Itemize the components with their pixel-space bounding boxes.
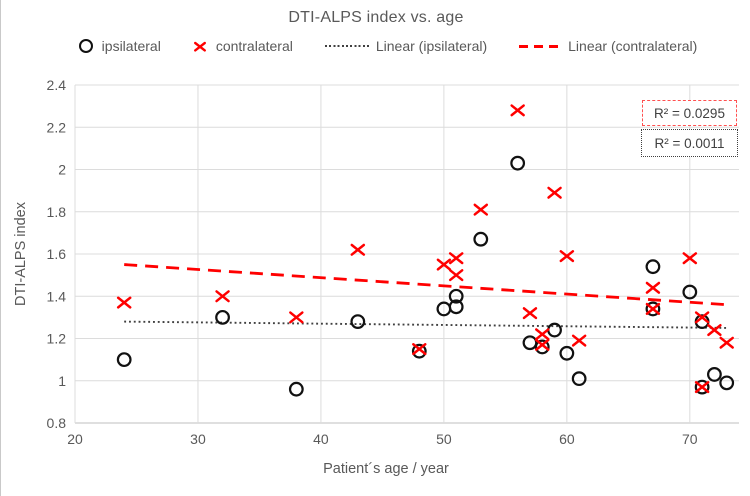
legend-item-linear-ipsilateral: Linear (ipsilateral) xyxy=(324,38,488,54)
x-marker-icon xyxy=(193,41,206,52)
contralateral-point xyxy=(559,250,575,263)
contralateral-point xyxy=(289,311,304,324)
y-tick-label: 2.4 xyxy=(47,77,67,93)
legend-label-contralateral: contralateral xyxy=(215,38,293,54)
y-axis-title: DTI-ALPS index xyxy=(13,202,29,306)
x-tick-label: 70 xyxy=(682,431,698,447)
contralateral-point xyxy=(535,338,550,351)
y-tick-label: 2.2 xyxy=(47,119,67,135)
ipsilateral-point xyxy=(473,231,489,247)
ipsilateral-point xyxy=(510,155,526,171)
contralateral-point xyxy=(571,334,587,347)
contralateral-point xyxy=(412,343,427,356)
ipsilateral-point xyxy=(411,343,427,359)
contralateral-point xyxy=(522,307,538,320)
legend-label-linear-ipsilateral: Linear (ipsilateral) xyxy=(375,38,488,54)
ipsilateral-point xyxy=(215,309,230,325)
trendline-ipsilateral xyxy=(124,320,727,329)
ipsilateral-point xyxy=(116,352,132,368)
chart-title: DTI-ALPS index vs. age xyxy=(288,9,464,26)
ipsilateral-point xyxy=(448,288,464,304)
ipsilateral-point xyxy=(559,345,575,361)
contralateral-point xyxy=(350,243,366,256)
y-tick-label: 1.8 xyxy=(47,204,67,220)
contralateral-point xyxy=(694,381,710,394)
y-tick-label: 2 xyxy=(58,162,66,178)
x-tick-label: 30 xyxy=(190,431,206,447)
contralateral-point xyxy=(436,258,452,271)
contralateral-point xyxy=(707,324,722,337)
x-tick-label: 40 xyxy=(313,431,329,447)
ipsilateral-point xyxy=(448,299,464,315)
legend-item-ipsilateral: ipsilateral xyxy=(78,38,161,54)
dotted-line-icon xyxy=(324,45,371,47)
ipsilateral-point xyxy=(694,379,710,395)
contralateral-point xyxy=(473,203,489,216)
ipsilateral-point xyxy=(350,314,366,330)
ipsilateral-point xyxy=(645,259,661,275)
y-tick-label: 1.2 xyxy=(47,331,67,347)
legend-item-contralateral: contralateral xyxy=(193,38,293,54)
contralateral-point xyxy=(694,311,710,324)
legend-item-linear-contralateral: Linear (contralateral) xyxy=(519,38,697,54)
ipsilateral-point xyxy=(534,339,550,355)
contralateral-point xyxy=(448,269,464,282)
y-tick-label: 1 xyxy=(58,373,66,389)
circle-marker-icon xyxy=(78,39,93,53)
legend: ipsilateral contralateral Linear (ipsila… xyxy=(1,38,750,54)
y-tick-label: 0.8 xyxy=(47,415,67,431)
trendline-contralateral xyxy=(124,263,727,307)
x-axis-title: Patient´s age / year xyxy=(323,461,449,477)
contralateral-point xyxy=(535,328,550,341)
r2-contralateral-label: R² = 0.0295 xyxy=(642,100,737,126)
dashed-line-icon xyxy=(519,44,560,48)
ipsilateral-point xyxy=(719,375,735,391)
ipsilateral-point xyxy=(571,371,587,387)
ipsilateral-point xyxy=(682,284,698,300)
contralateral-point xyxy=(547,186,562,199)
ipsilateral-point xyxy=(707,367,722,382)
ipsilateral-point xyxy=(288,381,304,397)
contralateral-point xyxy=(645,281,661,294)
ipsilateral-point xyxy=(645,301,661,317)
contralateral-point xyxy=(682,252,698,265)
ipsilateral-point xyxy=(547,322,562,338)
y-tick-label: 1.6 xyxy=(47,246,67,262)
x-tick-label: 60 xyxy=(559,431,575,447)
r2-ipsilateral-label: R² = 0.0011 xyxy=(641,129,738,157)
contralateral-point xyxy=(116,296,132,309)
x-tick-label: 50 xyxy=(436,431,452,447)
contralateral-point xyxy=(719,336,734,349)
y-tick-label: 1.4 xyxy=(47,288,67,304)
contralateral-point xyxy=(448,252,464,265)
contralateral-point xyxy=(215,290,230,303)
contralateral-point xyxy=(645,302,661,315)
x-tick-label: 20 xyxy=(67,431,83,447)
contralateral-point xyxy=(510,104,525,117)
legend-label-linear-contralateral: Linear (contralateral) xyxy=(568,38,698,54)
legend-label-ipsilateral: ipsilateral xyxy=(101,38,161,54)
